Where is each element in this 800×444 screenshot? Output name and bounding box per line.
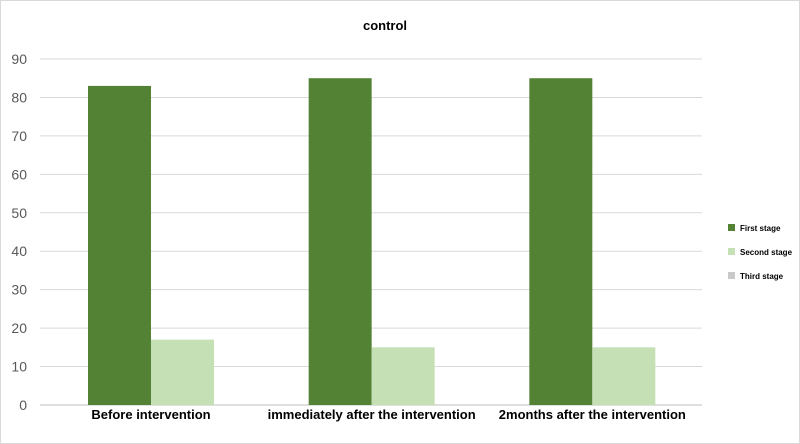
y-tick-label: 80	[11, 89, 27, 105]
legend: First stage Second stage Third stage	[728, 224, 793, 281]
legend-label: Third stage	[740, 272, 784, 281]
legend-label: First stage	[740, 224, 781, 233]
bar-second-stage	[151, 339, 214, 405]
x-tick-label: immediately after the intervention	[268, 407, 476, 422]
y-tick-label: 20	[11, 320, 27, 336]
bar-first-stage	[88, 85, 151, 406]
y-tick-label: 70	[11, 128, 27, 144]
bars	[88, 78, 656, 406]
y-tick-label: 40	[11, 243, 27, 259]
y-axis-ticks: 0 10 20 30 40 50 60 70 80 90	[11, 51, 27, 413]
legend-label: Second stage	[740, 248, 793, 257]
y-tick-label: 30	[11, 282, 27, 298]
y-tick-label: 50	[11, 205, 27, 221]
x-axis-ticks: Before intervention immediately after the…	[91, 407, 686, 422]
legend-swatch	[728, 248, 735, 255]
x-tick-label: 2months after the intervention	[499, 407, 686, 422]
y-tick-label: 60	[11, 166, 27, 182]
bar-second-stage	[371, 347, 435, 405]
y-tick-label: 0	[19, 397, 27, 413]
x-tick-label: Before intervention	[91, 407, 210, 422]
bar-second-stage	[592, 347, 656, 405]
legend-swatch	[728, 272, 735, 279]
bar-first-stage	[308, 78, 372, 405]
bar-first-stage	[529, 78, 593, 405]
y-tick-label: 10	[11, 359, 27, 375]
legend-swatch	[728, 224, 735, 231]
y-tick-label: 90	[11, 51, 27, 67]
chart-title: control	[363, 18, 407, 33]
